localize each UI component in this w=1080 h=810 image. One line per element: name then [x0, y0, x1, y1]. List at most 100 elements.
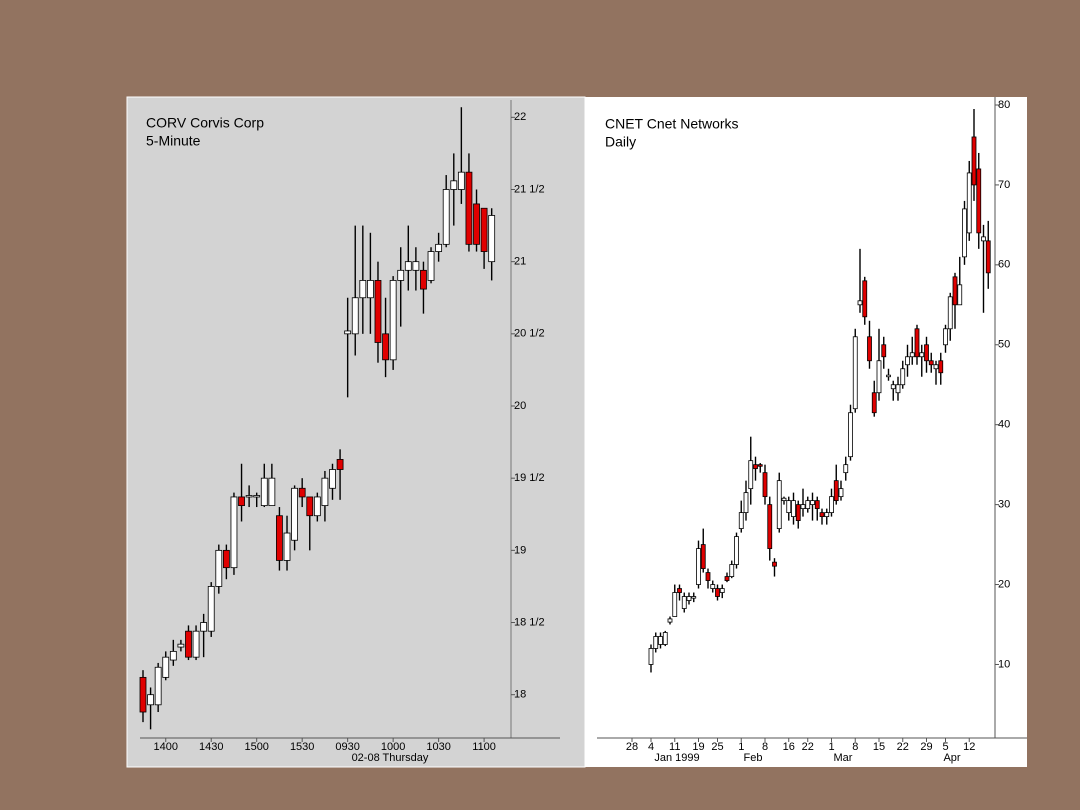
candle-body: [905, 356, 910, 366]
x-tick-label: 1400: [153, 741, 177, 753]
candle-body: [795, 504, 801, 522]
candle-body: [442, 189, 450, 245]
chart-title: CNET Cnet Networks: [605, 116, 739, 132]
candle-body: [705, 572, 711, 581]
x-tick-label: 1100: [472, 741, 496, 753]
y-tick-label: 21 1/2: [514, 183, 545, 195]
candle-body: [147, 694, 154, 706]
candle-body: [947, 296, 953, 330]
candle-body: [457, 171, 465, 190]
candle-body: [729, 564, 735, 577]
candle-body: [200, 622, 208, 632]
candle-body: [890, 384, 896, 390]
candle-body: [753, 464, 758, 470]
x-tick-label: 22: [802, 741, 814, 753]
y-tick-label: 18 1/2: [514, 616, 545, 628]
y-tick-label: 30: [998, 499, 1010, 511]
candle-body: [700, 544, 706, 569]
candle-body: [814, 500, 820, 510]
candle-body: [696, 548, 701, 585]
candle-body: [192, 630, 200, 658]
y-tick-label: 10: [998, 658, 1010, 670]
y-tick-label: 40: [998, 419, 1010, 431]
candle-body: [886, 374, 891, 378]
candle-body: [321, 477, 329, 507]
candle-body: [867, 336, 872, 362]
candle-body: [306, 496, 314, 517]
y-tick-label: 20: [998, 578, 1010, 590]
chart-subtitle: 5-Minute: [146, 133, 201, 149]
candle-body: [238, 496, 245, 507]
y-tick-label: 70: [998, 179, 1010, 191]
x-group-label: 02-08 Thursday: [352, 752, 429, 764]
candle-body: [848, 412, 853, 458]
candle-body: [450, 180, 458, 190]
y-tick-label: 21: [514, 256, 526, 268]
candle-body: [653, 636, 659, 649]
chart-title: CORV Corvis Corp: [146, 115, 264, 131]
candle-body: [824, 512, 830, 518]
candle-body: [139, 676, 147, 713]
candle-body: [781, 497, 787, 502]
x-tick-label: 5: [942, 741, 948, 753]
candle-body: [715, 588, 720, 597]
candle-body: [810, 500, 815, 506]
candle-body: [465, 171, 473, 245]
candle-body: [268, 477, 276, 507]
chart-subtitle: Daily: [605, 134, 636, 150]
x-tick-label: 1: [738, 741, 744, 753]
candle-body: [971, 136, 977, 186]
y-tick-label: 22: [514, 111, 526, 123]
candle-body: [260, 477, 268, 507]
candle-body: [162, 656, 170, 678]
candle-body: [738, 512, 744, 529]
candle-body: [914, 328, 920, 358]
candle-body: [876, 360, 882, 394]
candle-body: [881, 344, 887, 358]
candle-body: [748, 460, 754, 490]
candle-body: [291, 487, 299, 541]
candle-body: [648, 648, 654, 665]
y-tick-label: 50: [998, 339, 1010, 351]
candle-body: [719, 588, 725, 593]
candle-body: [871, 392, 877, 414]
candle-body: [672, 592, 678, 617]
candle-body: [895, 384, 901, 394]
candle-body: [786, 500, 792, 514]
x-tick-label: 22: [897, 741, 909, 753]
x-tick-label: 1430: [199, 741, 223, 753]
x-tick-label: 1: [828, 741, 834, 753]
candle-body: [952, 276, 958, 306]
candle-body: [833, 480, 839, 502]
candle-body: [245, 495, 253, 498]
candle-body: [397, 269, 405, 281]
left-panel: [126, 96, 586, 768]
x-tick-label: 19: [692, 741, 704, 753]
y-tick-label: 19: [514, 544, 526, 556]
candle-body: [762, 472, 768, 498]
candle-body: [677, 588, 682, 593]
y-tick-label: 18: [514, 689, 526, 701]
candle-body: [230, 496, 238, 569]
y-tick-label: 60: [998, 259, 1010, 271]
candle-body: [943, 328, 948, 346]
candle-body: [909, 352, 915, 358]
candle-body: [169, 650, 177, 661]
candle-body: [185, 630, 192, 658]
candle-body: [276, 515, 283, 561]
candle-body: [962, 208, 967, 258]
y-tick-label: 20 1/2: [514, 328, 545, 340]
candle-body: [177, 643, 185, 648]
x-group-label: Mar: [834, 752, 853, 764]
candle-body: [420, 269, 427, 290]
candle-body: [662, 632, 668, 645]
candle-body: [791, 500, 796, 518]
candle-body: [667, 618, 673, 623]
candle-body: [427, 251, 435, 281]
candle-body: [435, 243, 443, 252]
candle-body: [924, 344, 929, 362]
candle-body: [313, 496, 321, 517]
x-group-label: Feb: [744, 752, 763, 764]
candle-body: [344, 330, 352, 335]
